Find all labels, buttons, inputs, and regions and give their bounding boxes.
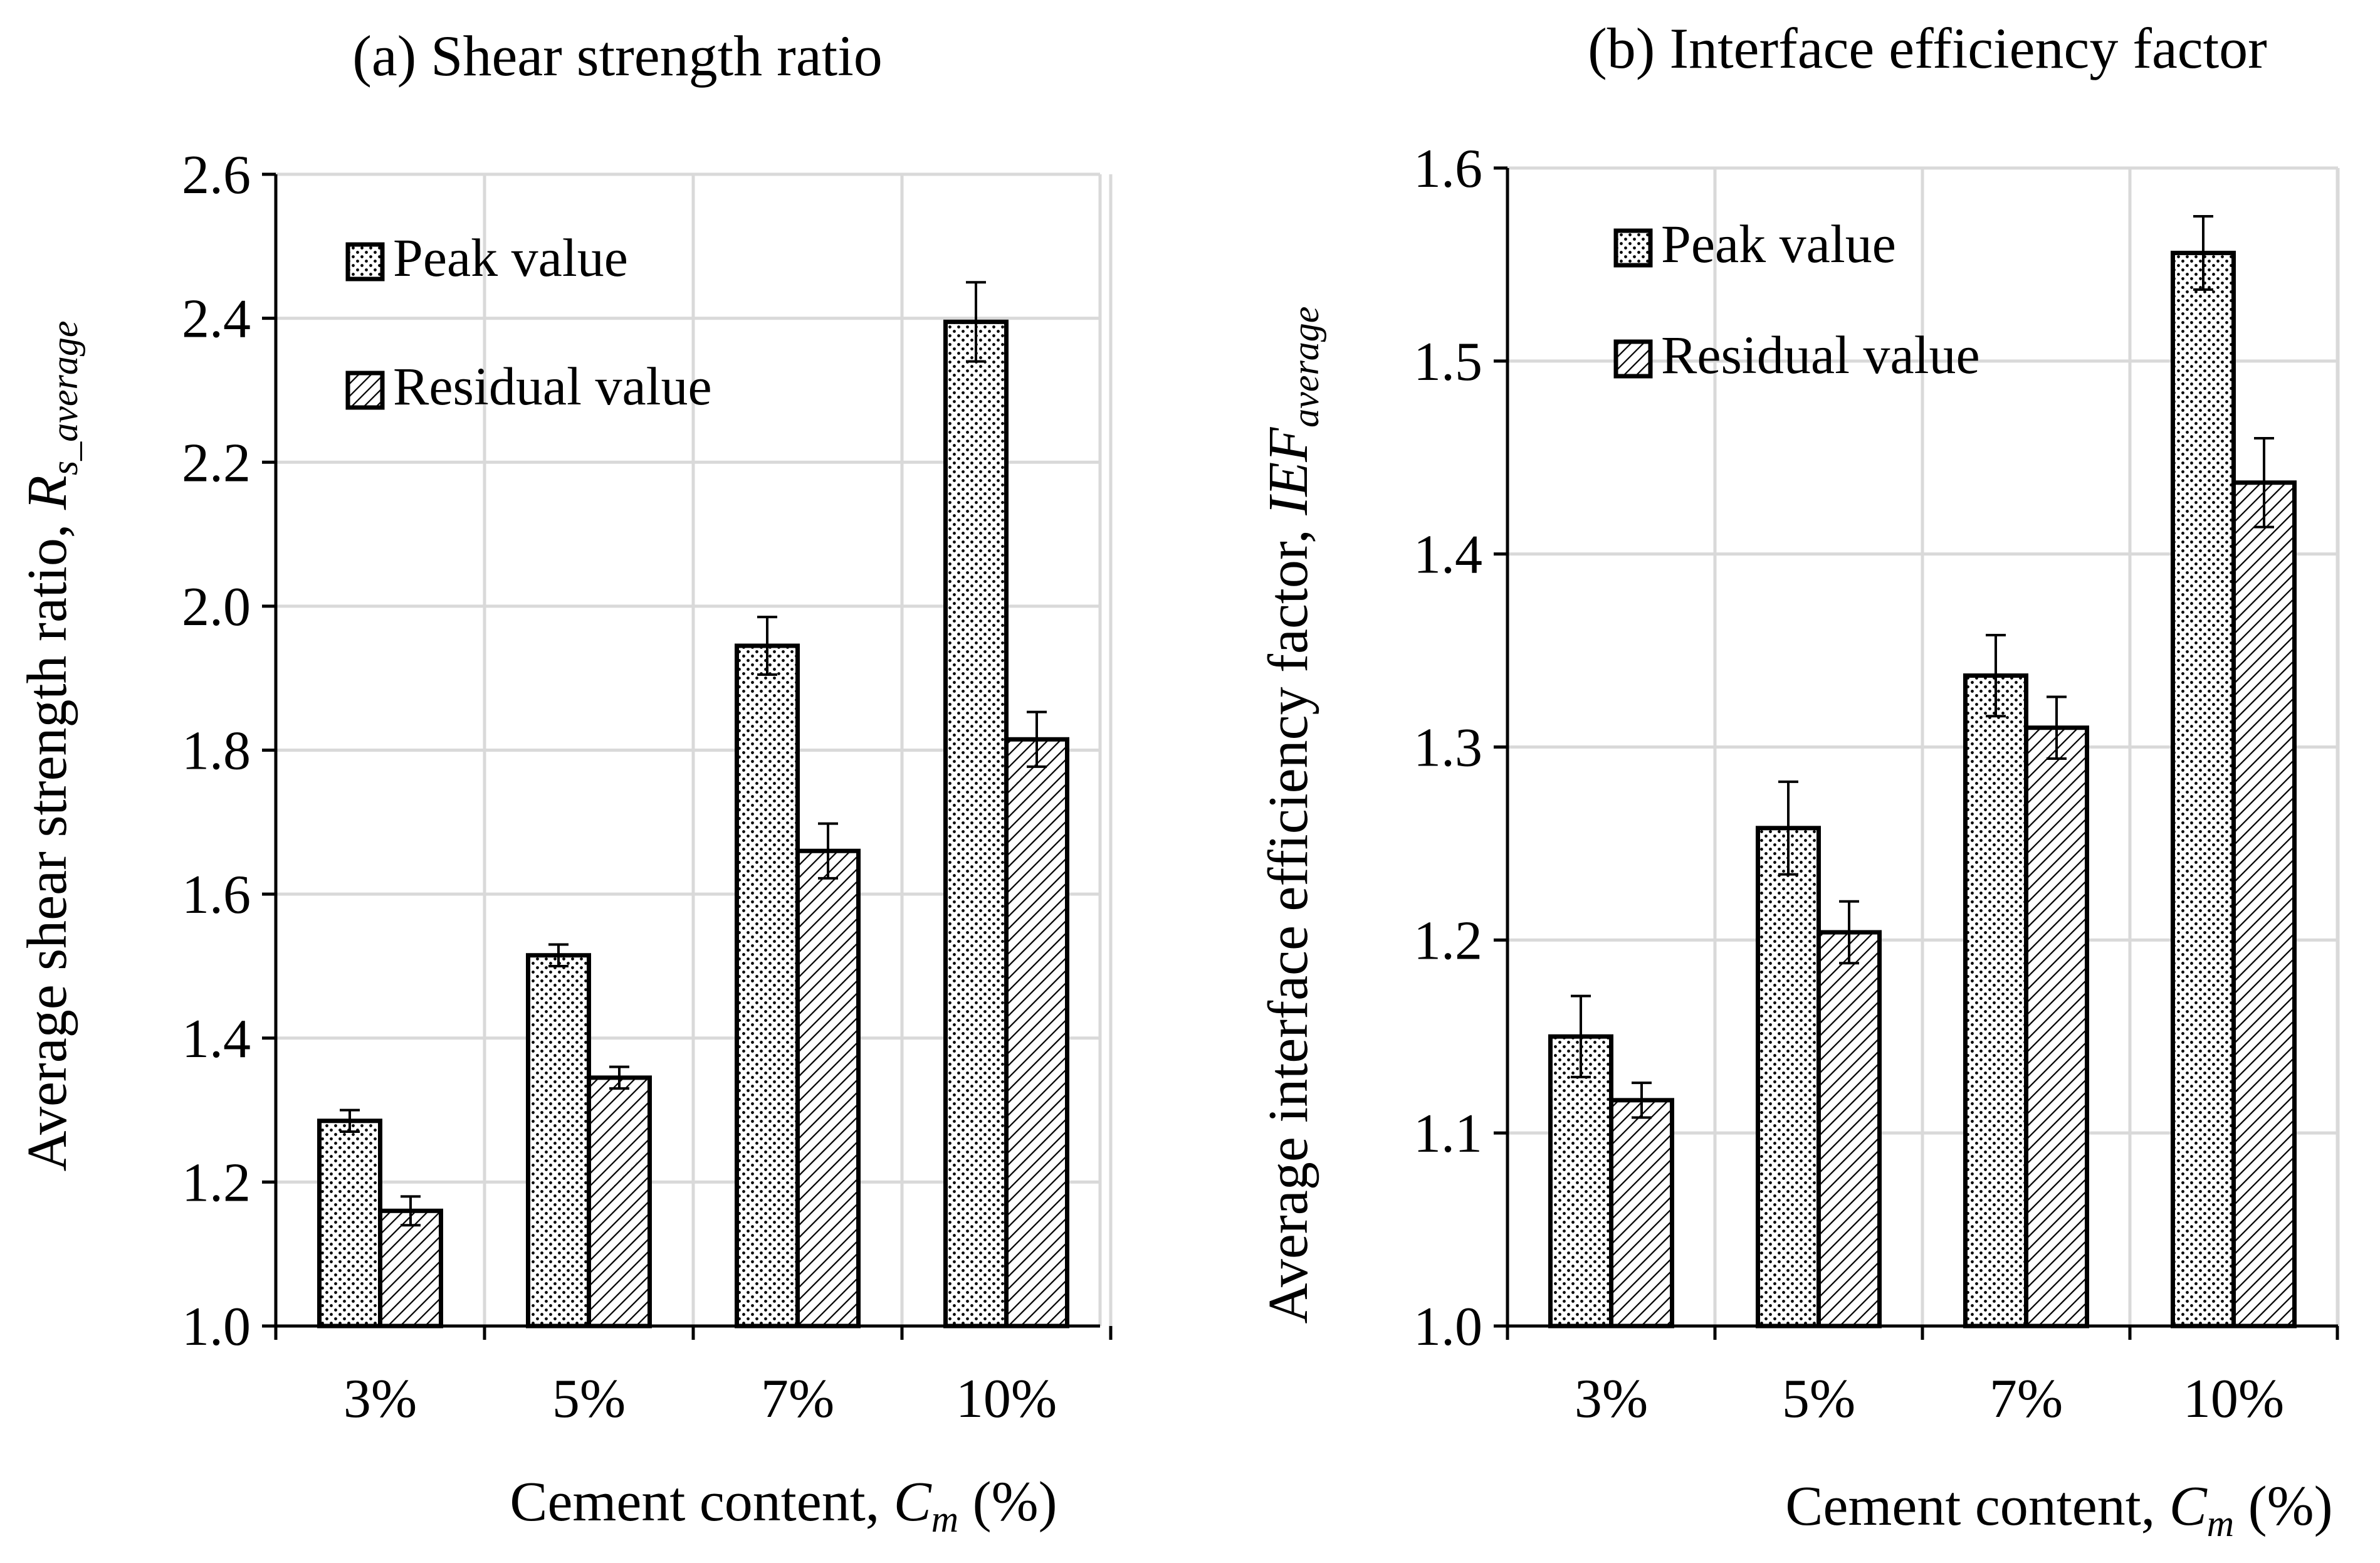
y-axis-label: Average shear strength ratio, Rs_average xyxy=(16,321,85,1172)
error-bar xyxy=(1839,900,1859,965)
y-tick-label: 1.8 xyxy=(182,721,251,782)
legend-item-peak: Peak value xyxy=(345,228,628,288)
error-bar xyxy=(548,943,569,967)
y-tick-label: 1.6 xyxy=(182,865,251,925)
legend-label: Residual value xyxy=(1661,325,1980,385)
bar-residual xyxy=(1004,737,1069,1329)
legend-swatch xyxy=(1613,339,1653,379)
legend-label: Peak value xyxy=(1661,214,1896,274)
error-bars xyxy=(340,281,1047,1227)
y-tick-label: 1.2 xyxy=(1413,910,1482,971)
y-tick-label: 1.2 xyxy=(182,1152,251,1213)
error-bar xyxy=(609,1065,629,1090)
panel-interface-efficiency-factor: (b) Interface efficiency factor 1.01.11.… xyxy=(1257,16,2340,1544)
error-bar xyxy=(401,1195,421,1227)
error-bar xyxy=(966,281,986,363)
bar-peak xyxy=(317,1118,382,1329)
bar-peak xyxy=(943,319,1009,1329)
y-tick-label: 1.5 xyxy=(1413,332,1482,392)
legend-swatch xyxy=(345,371,385,410)
x-tick-label: 10% xyxy=(956,1369,1057,1429)
bar-peak xyxy=(2171,250,2236,1329)
legend-label: Peak value xyxy=(393,228,628,288)
x-axis-label: Cement content, Cm (%) xyxy=(510,1471,1057,1540)
y-tick-label: 1.0 xyxy=(182,1297,251,1357)
y-tick-label: 2.0 xyxy=(182,577,251,638)
y-tick-label: 2.6 xyxy=(182,145,251,206)
y-tick-label: 1.6 xyxy=(1413,139,1482,199)
y-tick-label: 2.4 xyxy=(182,289,251,350)
x-tick-label: 7% xyxy=(1989,1369,2063,1429)
error-bar xyxy=(2254,436,2274,529)
bar-residual xyxy=(378,1208,443,1329)
legend-item-peak: Peak value xyxy=(1613,214,1896,274)
legend-item-residual: Residual value xyxy=(1613,325,1980,385)
legend-item-residual: Residual value xyxy=(345,356,712,416)
y-tick-label: 2.2 xyxy=(182,433,251,493)
bar-peak xyxy=(735,643,800,1329)
error-bar xyxy=(2047,695,2067,760)
chart-title: (a) Shear strength ratio xyxy=(352,24,883,88)
bar-residual xyxy=(1609,1098,1674,1329)
y-tick-label: 1.4 xyxy=(182,1009,251,1070)
legend-swatch xyxy=(345,242,385,282)
bar-peak xyxy=(1963,673,2028,1329)
y-tick-label: 1.1 xyxy=(1413,1103,1482,1164)
y-axis-label: Average interface efficiency factor, IEF… xyxy=(1257,307,1326,1324)
x-tick-label: 5% xyxy=(1782,1369,1855,1429)
x-tick-labels: 3% 5% 7% 10% xyxy=(1575,1369,2284,1429)
y-tick-labels: 1.0 1.2 1.4 1.6 1.8 2.0 2.2 2.4 2.6 xyxy=(182,145,251,1357)
x-tick-label: 5% xyxy=(552,1369,626,1429)
panel-shear-strength-ratio: (a) Shear strength ratio 1.0 1.2 1.4 1.6 1.8… xyxy=(16,24,1113,1540)
x-tick-labels: 3% 5% 7% 10% xyxy=(343,1369,1057,1429)
y-tick-label: 1.0 xyxy=(1413,1297,1482,1357)
bar-peak xyxy=(1548,1034,1613,1329)
error-bar xyxy=(340,1108,360,1134)
error-bar xyxy=(1778,780,1798,876)
error-bar xyxy=(1986,633,2006,718)
error-bars xyxy=(1571,214,2274,1119)
axes xyxy=(1494,166,2339,1340)
bar-peak xyxy=(1756,826,1821,1329)
y-tick-labels: 1.0 1.1 1.2 1.3 1.4 1.5 1.6 xyxy=(1413,139,1482,1357)
y-tick-label: 1.4 xyxy=(1413,525,1482,586)
error-bar xyxy=(1027,710,1047,768)
bar-residual xyxy=(1816,930,1882,1329)
x-tick-label: 3% xyxy=(343,1369,417,1429)
legend-label: Residual value xyxy=(393,356,712,416)
error-bar xyxy=(818,822,838,880)
error-bar xyxy=(1571,994,1591,1078)
bar-residual xyxy=(2231,480,2297,1329)
legend-swatch xyxy=(1613,228,1653,268)
bar-residual xyxy=(795,848,861,1329)
error-bar xyxy=(2193,214,2213,291)
chart-title: (b) Interface efficiency factor xyxy=(1588,16,2267,80)
x-tick-label: 3% xyxy=(1575,1369,1648,1429)
x-axis-label: Cement content, Cm (%) xyxy=(1785,1475,2332,1544)
y-tick-label: 1.3 xyxy=(1413,718,1482,779)
axes xyxy=(262,172,1113,1340)
x-tick-label: 7% xyxy=(761,1369,834,1429)
bar-residual xyxy=(2024,725,2089,1329)
bars xyxy=(317,319,1069,1329)
gridlines xyxy=(276,172,1113,1328)
bar-peak xyxy=(526,953,591,1329)
error-bar xyxy=(1632,1081,1652,1119)
error-bar xyxy=(757,616,777,676)
x-tick-label: 10% xyxy=(2183,1369,2284,1429)
legend: Peak value Residual value xyxy=(345,228,712,416)
legend: Peak value Residual value xyxy=(1613,214,1980,385)
bar-residual xyxy=(587,1075,652,1329)
